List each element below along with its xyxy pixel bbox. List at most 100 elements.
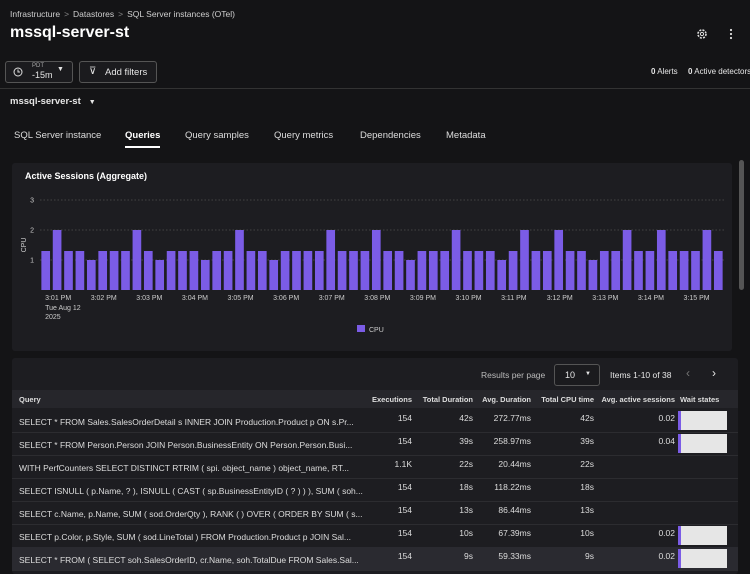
bar [486,251,495,290]
bar [634,251,643,290]
detector-count: 0 [688,67,692,76]
bar [326,230,335,290]
column-header[interactable]: Executions [372,395,412,404]
alerts[interactable]: 0 Alerts [651,67,678,76]
crumb[interactable]: Datastores [73,9,114,19]
x-tick-label: 3:02 PM [91,295,117,302]
cell[interactable]: SELECT * FROM Person.Person JOIN Person.… [19,440,352,450]
cell[interactable]: SELECT * FROM Sales.SalesOrderDetail s I… [19,417,354,427]
cell: 42s [580,413,594,423]
more-icon[interactable] [728,28,734,40]
bar [418,251,427,290]
bar [532,251,541,290]
bar [406,260,415,290]
tab[interactable]: Metadata [446,130,486,141]
detector-label: Active detectors [694,67,750,76]
bar [269,260,278,290]
row-divider [12,478,738,479]
bar [133,230,142,290]
chart-card: Active Sessions (Aggregate) CPU1233:01 P… [12,163,732,351]
instance-selector[interactable]: mssql-server-st▼ [10,96,96,107]
tab[interactable]: SQL Server instance [14,130,101,141]
y-tick-label: 3 [30,198,34,205]
cell: 86.44ms [498,505,531,515]
bar [600,251,609,290]
cell: 154 [398,505,412,515]
bar [201,260,210,290]
bar [235,230,244,290]
bar [543,251,552,290]
cell[interactable]: SELECT * FROM ( SELECT soh.SalesOrderID,… [19,555,359,565]
tab[interactable]: Query metrics [274,130,333,141]
cell: 0.04 [658,436,675,446]
bar [395,251,404,290]
bar [509,251,518,290]
x-tick-label: 3:05 PM [228,295,254,302]
cell: 42s [459,413,473,423]
bar [292,251,301,290]
bar [110,251,119,290]
add-filters-button[interactable]: ⊽ Add filters [79,61,157,83]
bar [144,251,153,290]
settings-icon[interactable] [696,28,708,40]
tab[interactable]: Dependencies [360,130,421,141]
bar [190,251,199,290]
prev-page[interactable]: ‹ [686,366,690,380]
bar [475,251,484,290]
scrollbar[interactable] [739,160,744,290]
bar [361,251,370,290]
clock-icon [13,67,23,77]
cell[interactable]: SELECT p.Color, p.Style, SUM ( sod.LineT… [19,532,351,542]
bar [497,260,506,290]
cell[interactable]: SELECT c.Name, p.Name, SUM ( sod.OrderQt… [19,509,363,519]
bar [167,251,176,290]
bar [611,251,620,290]
x-tick-label: 3:04 PM [182,295,208,302]
cell[interactable]: SELECT ISNULL ( p.Name, ? ), ISNULL ( CA… [19,486,363,496]
tab[interactable]: Query samples [185,130,249,141]
bar [315,251,324,290]
alert-count: 0 [651,67,655,76]
column-header[interactable]: Avg. active sessions [601,395,675,404]
column-header[interactable]: Avg. Duration [482,395,531,404]
x-tick-label: 3:14 PM [638,295,664,302]
bar [714,251,723,290]
bar [657,230,666,290]
cell: 0.02 [658,413,675,423]
filter-icon: ⊽ [89,66,96,77]
detectors[interactable]: 0 Active detectors [688,67,750,76]
time-picker[interactable]: PDT -15m ▼ [5,61,73,83]
cell: 118.22ms [494,482,531,492]
page-size-select[interactable]: 10▼ [554,364,600,386]
cell: 154 [398,551,412,561]
cell: 22s [459,459,473,469]
table-card: Results per page 10▼ Items 1-10 of 38 ‹ … [12,358,738,574]
cell: 13s [580,505,594,515]
next-page[interactable]: › [712,366,716,380]
x-date-label: Tue Aug 12 [45,305,81,312]
bar [520,230,529,290]
bar [554,230,563,290]
bar [64,251,73,290]
cell: 9s [585,551,594,561]
bar [338,251,347,290]
column-header[interactable]: Total CPU time [541,395,594,404]
crumb[interactable]: SQL Server instances (OTel) [127,9,235,19]
column-header[interactable]: Wait states [680,395,719,404]
bar [258,251,267,290]
x-tick-label: 3:10 PM [456,295,482,302]
bar [372,230,381,290]
cell: 39s [459,436,473,446]
crumb[interactable]: Infrastructure [10,9,60,19]
cell: 18s [459,482,473,492]
bar [212,251,221,290]
y-tick-label: 2 [30,228,34,235]
cell[interactable]: WITH PerfCounters SELECT DISTINCT RTRIM … [19,463,349,473]
column-header[interactable]: Query [19,395,41,404]
cell: 59.33ms [498,551,531,561]
column-header[interactable]: Total Duration [423,395,473,404]
cell: 67.39ms [498,528,531,538]
time-zone: PDT [32,63,44,69]
x-tick-label: 3:15 PM [684,295,710,302]
tab[interactable]: Queries [125,130,160,148]
